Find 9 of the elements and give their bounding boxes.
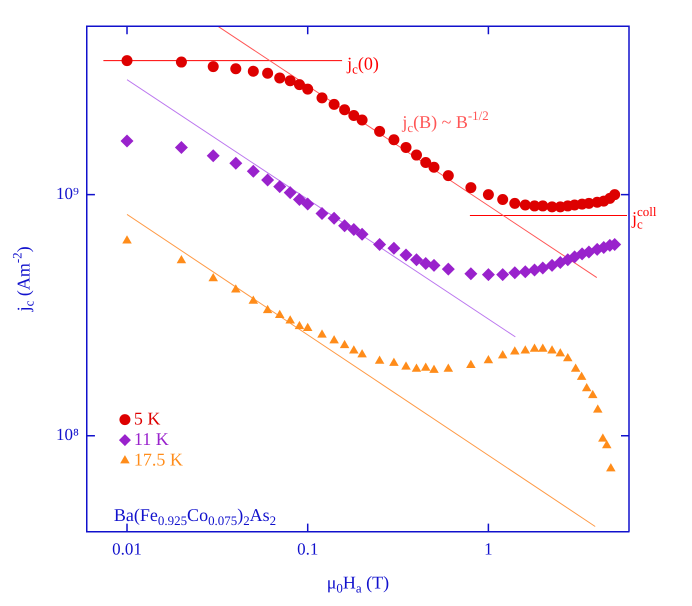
x-tick-label: 0.01: [112, 539, 142, 558]
legend-label: 5 K: [134, 408, 160, 428]
y-tick-label: 10⁸: [56, 425, 79, 444]
x-tick-label: 0.1: [297, 539, 318, 558]
legend-label: 17.5 K: [134, 449, 183, 470]
y-axis-title: jc (Am-2): [10, 246, 37, 312]
y-tick-label: 10⁹: [56, 184, 79, 204]
legend-label: 11 K: [134, 428, 169, 449]
x-tick-label: 1: [484, 539, 493, 558]
